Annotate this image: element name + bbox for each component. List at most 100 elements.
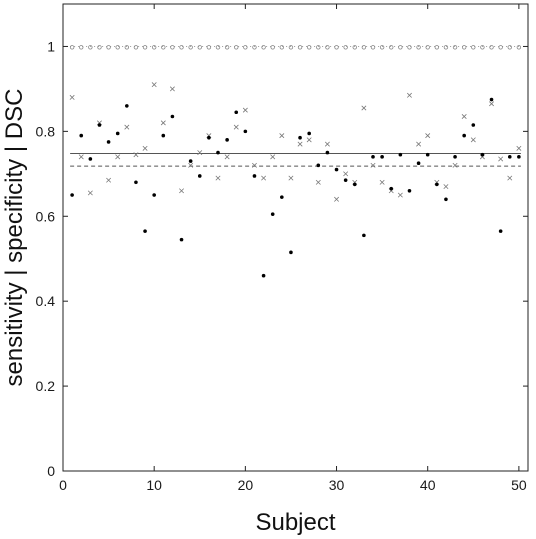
x-axis-title: Subject	[255, 509, 335, 536]
data-point-cross	[425, 133, 431, 139]
data-point-circle	[316, 45, 321, 50]
data-point-cross	[242, 107, 248, 113]
data-point-circle	[334, 45, 339, 50]
data-point-dot	[453, 155, 457, 159]
data-point-dot	[179, 237, 184, 242]
data-point-dot	[261, 273, 266, 278]
data-point-circle	[480, 45, 485, 50]
y-tick-label: 1	[47, 38, 55, 54]
x-tick-label: 40	[420, 477, 436, 493]
data-point-cross	[361, 105, 367, 111]
data-point-cross	[151, 82, 157, 88]
data-point-circle	[279, 45, 285, 50]
data-point-cross	[498, 156, 504, 162]
data-point-circle	[161, 45, 166, 50]
data-point-cross	[188, 162, 194, 168]
data-point-dot	[444, 197, 448, 202]
data-point-dot	[115, 131, 120, 136]
data-point-circle	[179, 45, 184, 50]
data-point-cross	[516, 145, 522, 151]
data-point-dot	[143, 229, 147, 233]
data-point-circle	[197, 45, 202, 50]
data-point-circle	[106, 45, 111, 50]
data-point-dot	[489, 97, 494, 102]
x-tick-label: 50	[511, 477, 527, 493]
data-point-cross	[470, 137, 476, 143]
data-point-dot	[252, 174, 257, 178]
data-point-cross	[233, 124, 239, 130]
data-point-dot	[343, 178, 348, 182]
data-point-dot	[79, 133, 84, 138]
y-tick-label: 0	[47, 463, 55, 479]
data-point-circle	[206, 45, 212, 50]
data-point-circle	[79, 45, 84, 50]
data-point-dot	[216, 150, 220, 155]
data-point-dot	[517, 155, 521, 159]
data-point-dot	[188, 159, 193, 163]
data-point-dot	[362, 233, 366, 238]
data-point-circle	[306, 45, 312, 50]
data-point-cross	[69, 94, 75, 100]
data-point-circle	[325, 45, 330, 50]
data-point-dot	[225, 138, 229, 142]
data-point-dot	[88, 157, 93, 161]
axes: 0 10 20 30 40 50 0 0.2 0.4 0.6 0.8 1	[36, 3, 529, 493]
data-point-cross	[297, 141, 303, 147]
plot-area	[69, 45, 522, 278]
data-point-circle	[224, 45, 230, 50]
data-point-cross	[507, 175, 513, 181]
data-point-cross	[343, 171, 349, 177]
data-point-circle	[151, 45, 157, 50]
y-tick-label: 0.4	[36, 293, 56, 309]
data-point-circle	[361, 45, 367, 50]
data-point-dot	[161, 133, 166, 138]
data-point-dot	[234, 110, 239, 115]
data-point-circle	[407, 45, 412, 50]
data-point-cross	[324, 141, 330, 147]
plot-frame	[62, 3, 529, 472]
data-point-circle	[434, 45, 440, 50]
data-point-cross	[87, 190, 93, 196]
data-point-cross	[169, 86, 175, 92]
y-axis-title: sensitivity | specificity | DSC	[1, 89, 28, 387]
data-point-cross	[406, 92, 412, 98]
data-point-dot	[207, 135, 211, 140]
data-point-circle	[124, 45, 130, 50]
data-point-circle	[97, 45, 102, 50]
data-point-dot	[471, 123, 476, 127]
data-point-dot	[416, 161, 421, 166]
data-point-cross	[452, 162, 458, 168]
data-point-cross	[334, 196, 340, 202]
data-point-cross	[370, 162, 376, 168]
data-point-dot	[307, 131, 311, 136]
data-point-dot	[280, 195, 284, 199]
data-point-circle	[288, 45, 294, 50]
data-point-circle	[133, 45, 139, 50]
data-point-cross	[133, 152, 139, 158]
data-point-circle	[343, 45, 348, 50]
data-point-dot	[152, 193, 156, 197]
data-point-cross	[261, 175, 267, 181]
data-point-dot	[298, 135, 302, 140]
data-point-circle	[507, 45, 512, 50]
x-tick-label: 0	[59, 477, 67, 493]
data-point-cross	[397, 192, 403, 198]
data-point-dot	[170, 114, 175, 119]
data-point-dot	[498, 229, 503, 233]
data-point-dot	[371, 155, 375, 159]
data-point-cross	[78, 154, 84, 160]
data-point-dot	[197, 174, 202, 178]
data-point-cross	[115, 154, 121, 160]
x-tick-label: 10	[146, 477, 162, 493]
data-point-cross	[251, 162, 257, 168]
data-point-circle	[443, 45, 449, 50]
data-point-dot	[407, 189, 412, 193]
data-point-dot	[134, 180, 138, 185]
y-tick-label: 0.8	[36, 123, 56, 139]
data-point-cross	[288, 175, 294, 181]
data-point-circle	[243, 45, 248, 50]
data-point-circle	[142, 45, 148, 50]
data-point-cross	[106, 177, 112, 183]
data-point-circle	[461, 45, 467, 50]
